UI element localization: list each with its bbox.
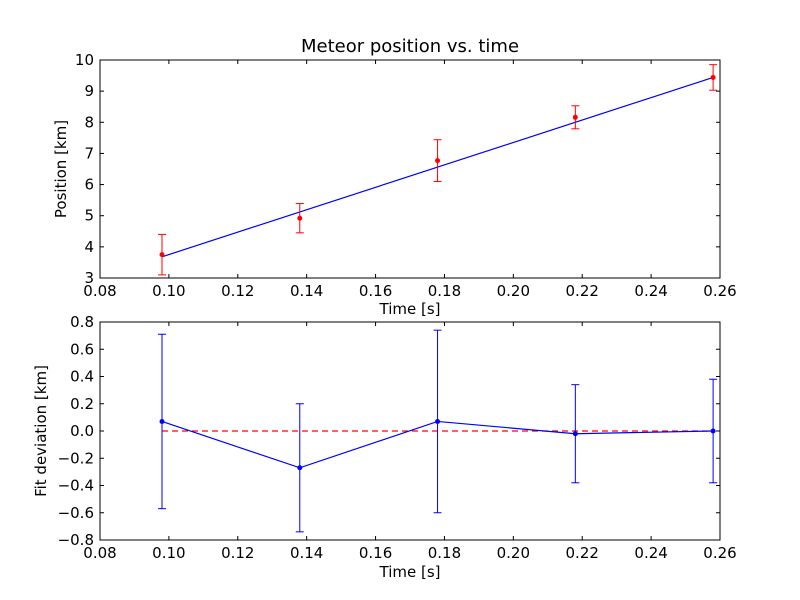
deviation-x-tick-label: 0.12 — [221, 544, 254, 562]
deviation-data-point — [159, 418, 165, 424]
position-data-point — [297, 215, 303, 221]
position-x-tick-label: 0.22 — [566, 282, 599, 300]
position-y-tick-label: 7 — [84, 144, 94, 162]
position-plot-frame — [99, 59, 721, 279]
position-plot-area — [100, 60, 720, 278]
deviation-x-tick-label: 0.26 — [703, 544, 736, 562]
position-chart: Meteor position vs. time 0.08 0.10 0.12 0.1… — [52, 36, 737, 318]
deviation-x-tick-label: 0.08 — [83, 544, 116, 562]
position-x-tick-label: 0.10 — [152, 282, 185, 300]
deviation-x-tick-label: 0.22 — [566, 544, 599, 562]
position-data-point — [159, 252, 165, 258]
position-x-tick-label: 0.18 — [428, 282, 461, 300]
position-y-tick-label: 8 — [84, 113, 94, 131]
deviation-x-tick-label: 0.20 — [497, 544, 530, 562]
position-y-tick-label: 3 — [84, 269, 94, 287]
deviation-y-tick-label: 0.8 — [70, 313, 94, 331]
deviation-chart: 0.08 0.10 0.12 0.14 0.16 0.18 0.20 0.22 0.24 0.26… — [32, 313, 737, 581]
position-x-tick-label: 0.24 — [634, 282, 667, 300]
deviation-y-tick-label: −0.8 — [58, 531, 94, 549]
deviation-y-tick-label: 0.2 — [70, 395, 94, 413]
position-x-tick-label: 0.14 — [290, 282, 323, 300]
deviation-x-tick-label: 0.18 — [428, 544, 461, 562]
deviation-y-tick-label: −0.6 — [58, 504, 94, 522]
position-y-tick-label: 6 — [84, 176, 94, 194]
deviation-data-point — [297, 465, 303, 471]
position-x-axis-label: Time [s] — [379, 300, 441, 318]
position-y-tick-label: 5 — [84, 207, 94, 225]
deviation-y-tick-label: 0.6 — [70, 340, 94, 358]
position-y-axis-label: Position [km] — [52, 120, 70, 218]
position-y-tick-label: 10 — [75, 51, 94, 69]
deviation-y-tick-label: −0.2 — [58, 449, 94, 467]
position-y-tick-label: 9 — [84, 82, 94, 100]
position-x-tick-label: 0.08 — [83, 282, 116, 300]
deviation-y-tick-label: 0.0 — [70, 422, 94, 440]
deviation-y-tick-label: −0.4 — [58, 477, 94, 495]
position-data-point — [710, 74, 716, 80]
deviation-data-point — [572, 431, 578, 437]
position-x-tick-label: 0.16 — [359, 282, 392, 300]
position-x-tick-label: 0.12 — [221, 282, 254, 300]
deviation-y-axis-label: Fit deviation [km] — [32, 365, 50, 497]
deviation-x-tick-label: 0.10 — [152, 544, 185, 562]
position-y-tick-label: 4 — [84, 238, 94, 256]
deviation-x-tick-label: 0.16 — [359, 544, 392, 562]
deviation-x-tick-label: 0.24 — [634, 544, 667, 562]
position-data-point — [435, 158, 441, 164]
deviation-data-point — [710, 428, 716, 434]
position-chart-title: Meteor position vs. time — [301, 36, 519, 57]
position-x-tick-label: 0.20 — [497, 282, 530, 300]
deviation-data-point — [435, 418, 441, 424]
position-data-point — [572, 114, 578, 120]
deviation-x-axis-label: Time [s] — [379, 563, 441, 581]
position-x-tick-label: 0.26 — [703, 282, 736, 300]
deviation-y-tick-label: 0.4 — [70, 368, 94, 386]
deviation-x-tick-label: 0.14 — [290, 544, 323, 562]
